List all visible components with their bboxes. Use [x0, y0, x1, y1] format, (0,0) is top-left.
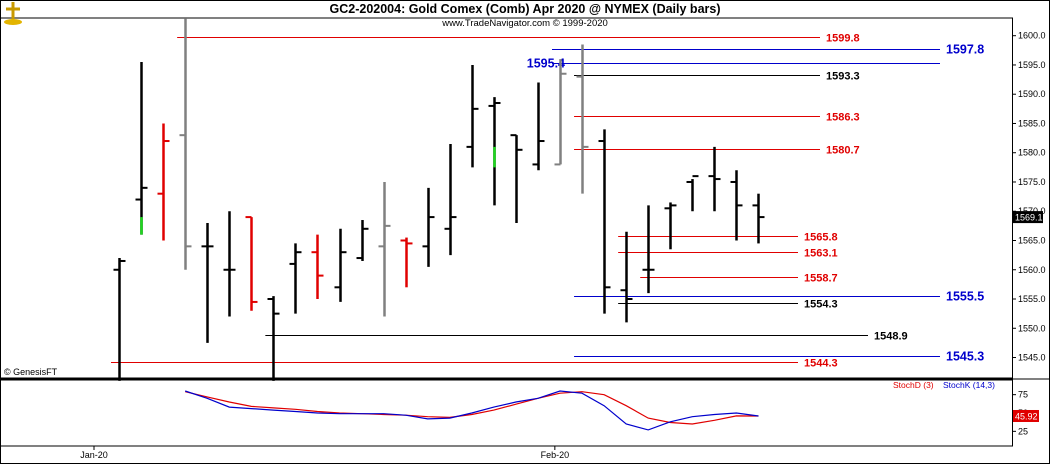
- osc-tick-label: 25: [1018, 426, 1028, 436]
- level-label: 1595.4: [527, 57, 565, 71]
- level-label: 1555.5: [946, 290, 984, 304]
- last-stoch-label: 45.92: [1015, 411, 1038, 421]
- last-price-badge: [1013, 211, 1043, 224]
- price-tick-label: 1555.0: [1018, 294, 1046, 304]
- x-tick-label: Feb-20: [541, 450, 570, 460]
- level-label: 1544.3: [804, 358, 838, 370]
- level-label: 1599.8: [826, 33, 860, 45]
- oscillator-pane-frame: [0, 379, 1013, 447]
- price-tick-label: 1580.0: [1018, 148, 1046, 158]
- price-tick-label: 1590.0: [1018, 89, 1046, 99]
- price-tick-label: 1585.0: [1018, 118, 1046, 128]
- level-label: 1565.8: [804, 232, 838, 244]
- level-label: 1580.7: [826, 145, 860, 157]
- legend-stochk: StochK (14,3): [943, 380, 995, 390]
- price-tick-label: 1600.0: [1018, 31, 1046, 41]
- price-tick-label: 1565.0: [1018, 235, 1046, 245]
- level-label: 1558.7: [804, 273, 838, 285]
- price-tick-label: 1545.0: [1018, 353, 1046, 363]
- price-pane-frame: [0, 17, 1013, 379]
- stoch-line: [185, 391, 759, 425]
- chart-subtitle: www.TradeNavigator.com © 1999-2020: [441, 18, 608, 29]
- watermark-text: © GenesisFT: [4, 367, 58, 377]
- gold-base-icon: [4, 19, 22, 25]
- last-price-label: 1569.1: [1015, 213, 1043, 223]
- level-label: 1545.3: [946, 350, 984, 364]
- legend-stochd: StochD (3): [893, 380, 934, 390]
- level-label: 1586.3: [826, 112, 860, 124]
- level-label: 1548.9: [874, 331, 908, 343]
- stoch-line: [185, 390, 759, 431]
- x-tick-label: Jan-20: [80, 450, 108, 460]
- price-tick-label: 1560.0: [1018, 265, 1046, 275]
- level-label: 1597.8: [946, 43, 984, 57]
- price-tick-label: 1575.0: [1018, 177, 1046, 187]
- chart-title: GC2-202004: Gold Comex (Comb) Apr 2020 @…: [330, 2, 721, 16]
- price-tick-label: 1595.0: [1018, 60, 1046, 70]
- price-tick-label: 1550.0: [1018, 323, 1046, 333]
- level-label: 1554.3: [804, 299, 838, 311]
- level-label: 1563.1: [804, 248, 838, 260]
- osc-tick-label: 75: [1018, 390, 1028, 400]
- last-stoch-badge: [1013, 409, 1039, 422]
- level-label: 1593.3: [826, 71, 860, 83]
